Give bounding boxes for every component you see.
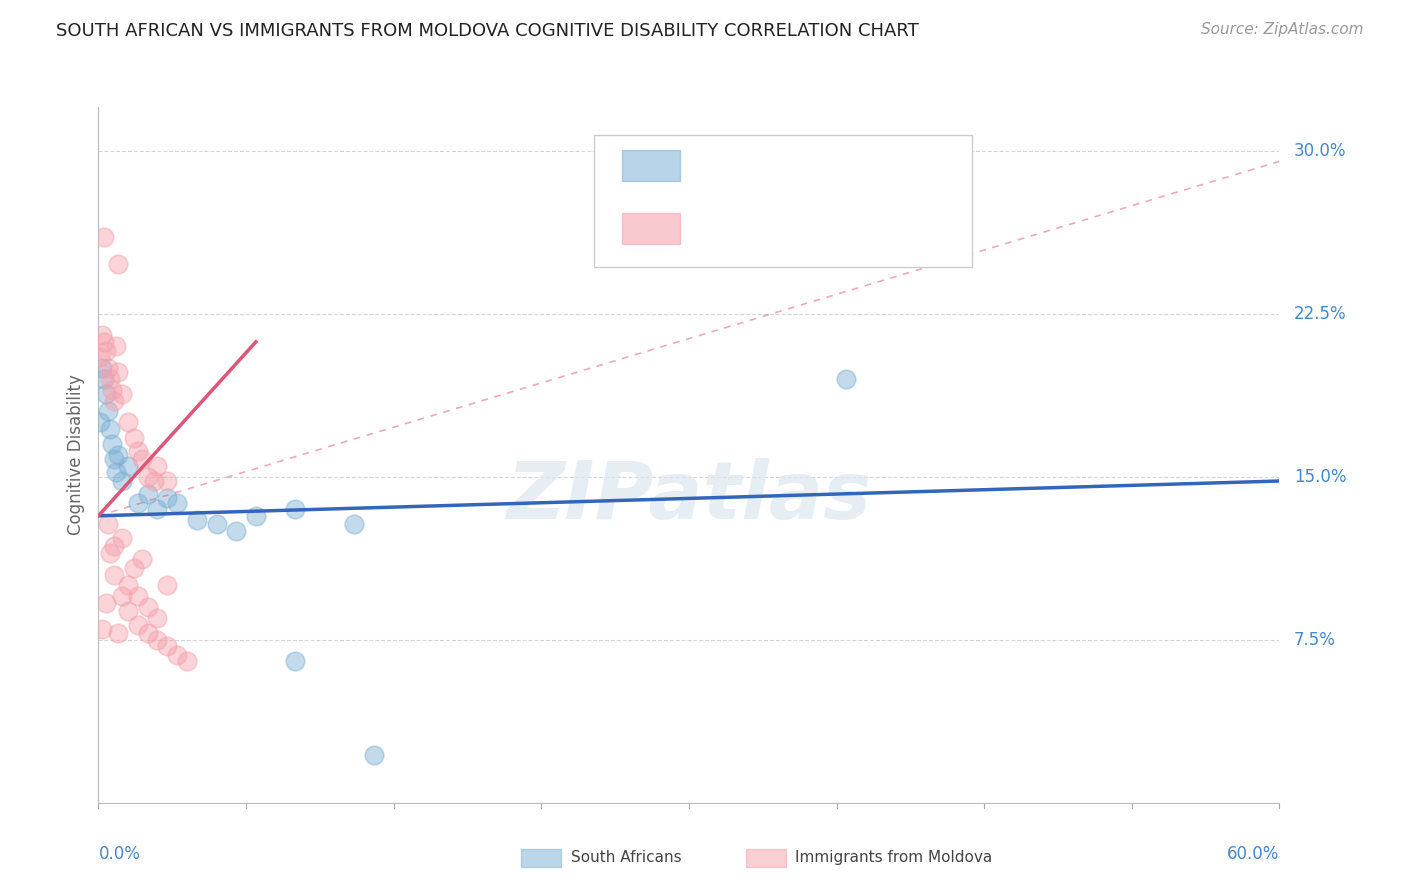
Text: 7.5%: 7.5%	[1294, 631, 1336, 648]
Point	[107, 448, 129, 462]
Point	[122, 431, 145, 445]
Point	[101, 437, 124, 451]
Point	[103, 393, 125, 408]
Point	[117, 578, 139, 592]
Point	[93, 334, 115, 349]
Point	[245, 508, 267, 523]
Text: 30.0%: 30.0%	[1294, 142, 1346, 160]
Point	[91, 622, 114, 636]
Point	[103, 452, 125, 467]
Y-axis label: Cognitive Disability: Cognitive Disability	[66, 375, 84, 535]
Point	[156, 474, 179, 488]
Point	[284, 502, 307, 516]
Point	[284, 655, 307, 669]
FancyBboxPatch shape	[621, 150, 681, 181]
Text: South Africans: South Africans	[571, 850, 682, 865]
Point	[107, 626, 129, 640]
Text: Source: ZipAtlas.com: Source: ZipAtlas.com	[1201, 22, 1364, 37]
Point	[136, 600, 159, 615]
Point	[136, 487, 159, 501]
Point	[111, 474, 134, 488]
Point	[146, 458, 169, 473]
Point	[98, 546, 121, 560]
Point	[136, 469, 159, 483]
Text: R = 0.053   N = 26: R = 0.053 N = 26	[689, 158, 853, 176]
Point	[225, 524, 247, 538]
Point	[98, 422, 121, 436]
Point	[91, 328, 114, 343]
Point	[117, 415, 139, 429]
Point	[91, 360, 114, 375]
Point	[111, 589, 134, 603]
Text: SOUTH AFRICAN VS IMMIGRANTS FROM MOLDOVA COGNITIVE DISABILITY CORRELATION CHART: SOUTH AFRICAN VS IMMIGRANTS FROM MOLDOVA…	[56, 22, 920, 40]
Point	[131, 552, 153, 566]
Text: R = 0.224   N = 44: R = 0.224 N = 44	[689, 220, 853, 238]
Point	[131, 452, 153, 467]
Point	[127, 443, 149, 458]
Point	[142, 474, 165, 488]
Point	[127, 617, 149, 632]
Point	[122, 561, 145, 575]
Point	[343, 517, 366, 532]
Point	[111, 531, 134, 545]
Point	[97, 360, 120, 375]
Text: 60.0%: 60.0%	[1227, 845, 1279, 863]
Point	[93, 230, 115, 244]
Point	[93, 372, 115, 386]
Point	[146, 502, 169, 516]
Text: 0.0%: 0.0%	[98, 845, 141, 863]
FancyBboxPatch shape	[745, 848, 786, 867]
Point	[186, 513, 208, 527]
Point	[107, 257, 129, 271]
Point	[97, 404, 120, 418]
Point	[111, 387, 134, 401]
Point	[101, 383, 124, 397]
Point	[105, 339, 128, 353]
Point	[156, 578, 179, 592]
Point	[136, 626, 159, 640]
FancyBboxPatch shape	[595, 135, 973, 267]
Point	[89, 415, 111, 429]
Point	[146, 632, 169, 647]
Point	[103, 539, 125, 553]
Point	[89, 350, 111, 364]
FancyBboxPatch shape	[621, 212, 681, 244]
Point	[176, 655, 198, 669]
Text: Immigrants from Moldova: Immigrants from Moldova	[796, 850, 993, 865]
Point	[127, 589, 149, 603]
Point	[105, 466, 128, 480]
Point	[166, 648, 188, 662]
Point	[205, 517, 228, 532]
FancyBboxPatch shape	[522, 848, 561, 867]
Point	[98, 372, 121, 386]
Text: 15.0%: 15.0%	[1294, 467, 1346, 485]
Point	[103, 567, 125, 582]
Text: ZIPatlas: ZIPatlas	[506, 458, 872, 536]
Point	[117, 605, 139, 619]
Point	[117, 458, 139, 473]
Point	[107, 365, 129, 379]
Text: 22.5%: 22.5%	[1294, 304, 1347, 323]
Point	[96, 596, 118, 610]
Point	[156, 491, 179, 506]
Point	[97, 517, 120, 532]
Point	[363, 747, 385, 762]
Point	[96, 387, 118, 401]
Point	[146, 611, 169, 625]
Point	[156, 639, 179, 653]
Point	[127, 496, 149, 510]
Point	[96, 343, 118, 358]
Point	[835, 372, 858, 386]
Point	[166, 496, 188, 510]
